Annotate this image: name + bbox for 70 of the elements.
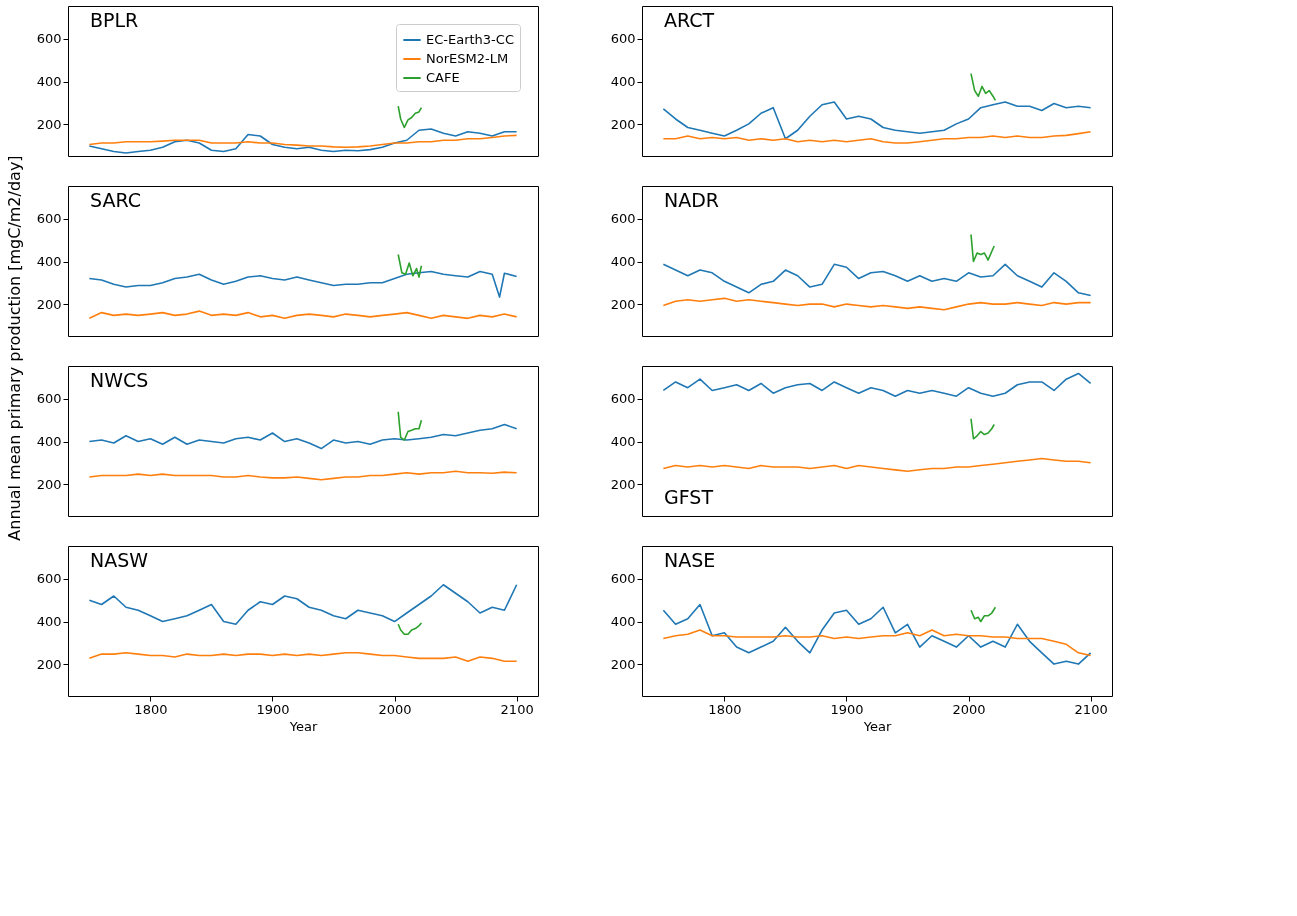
chart-title: NASE xyxy=(664,549,716,571)
y-tick-label: 600 xyxy=(36,571,62,587)
y-tick-label: 200 xyxy=(610,116,636,132)
y-tick-label: 600 xyxy=(36,391,62,407)
line-series xyxy=(662,101,1092,140)
y-tick-label: 200 xyxy=(610,296,636,312)
y-tick-label: 600 xyxy=(610,31,636,47)
x-tick-label: 1800 xyxy=(134,701,168,717)
legend-label: EC-Earth3-CC xyxy=(426,32,514,47)
legend-label: NorESM2-LM xyxy=(426,51,509,66)
line-series xyxy=(662,603,1092,665)
x-tick-label: 2000 xyxy=(952,701,986,717)
line-series xyxy=(662,263,1092,297)
y-tick-label: 400 xyxy=(610,614,636,630)
y-tick-label: 600 xyxy=(36,31,62,47)
line-series xyxy=(88,128,518,154)
line-series xyxy=(970,233,995,263)
line-series xyxy=(970,72,997,102)
y-tick-label: 400 xyxy=(610,74,636,90)
line-series xyxy=(88,583,518,626)
chart-title: SARC xyxy=(90,189,141,211)
line-series xyxy=(88,470,518,481)
x-axis-title: Year xyxy=(288,718,318,734)
line-series xyxy=(397,105,423,129)
y-tick-label: 200 xyxy=(610,476,636,492)
line-series xyxy=(397,253,423,278)
x-tick-label: 1900 xyxy=(256,701,290,717)
line-series xyxy=(397,410,423,441)
x-axis-title: Year xyxy=(862,718,892,734)
line-series xyxy=(662,130,1092,144)
legend-label: CAFE xyxy=(426,70,460,85)
y-tick-label: 200 xyxy=(36,656,62,672)
line-series xyxy=(397,622,423,636)
x-tick-label: 1800 xyxy=(708,701,742,717)
line-series xyxy=(970,606,997,623)
y-tick-label: 200 xyxy=(36,296,62,312)
y-tick-label: 400 xyxy=(36,434,62,450)
y-tick-label: 400 xyxy=(610,434,636,450)
y-tick-label: 200 xyxy=(610,656,636,672)
chart-title: NASW xyxy=(90,549,149,571)
line-series xyxy=(970,417,995,440)
y-axis-title: Annual mean primary production [mgC/m2/day] xyxy=(5,155,24,541)
line-series xyxy=(88,423,518,450)
y-tick-label: 600 xyxy=(610,391,636,407)
line-series xyxy=(662,372,1092,398)
line-series xyxy=(88,652,518,663)
line-series xyxy=(88,310,518,320)
chart-title: NWCS xyxy=(90,369,149,391)
x-tick-label: 2000 xyxy=(378,701,412,717)
y-tick-label: 400 xyxy=(36,614,62,630)
line-series xyxy=(88,270,518,298)
y-tick-label: 400 xyxy=(36,74,62,90)
y-tick-label: 400 xyxy=(610,254,636,270)
y-tick-label: 600 xyxy=(610,571,636,587)
chart-title: NADR xyxy=(664,189,720,211)
y-tick-label: 200 xyxy=(36,476,62,492)
y-tick-label: 200 xyxy=(36,116,62,132)
text: GFST xyxy=(664,486,714,508)
line-series xyxy=(662,629,1092,657)
line-series xyxy=(88,134,518,149)
y-tick-label: 600 xyxy=(36,211,62,227)
line-series xyxy=(662,297,1092,311)
x-tick-label: 1900 xyxy=(830,701,864,717)
x-tick-label: 2100 xyxy=(500,701,534,717)
y-tick-label: 600 xyxy=(610,211,636,227)
y-tick-label: 400 xyxy=(36,254,62,270)
x-tick-label: 2100 xyxy=(1074,701,1108,717)
chart-title: ARCT xyxy=(664,9,715,31)
chart-title: BPLR xyxy=(90,9,139,31)
line-series xyxy=(662,457,1092,473)
